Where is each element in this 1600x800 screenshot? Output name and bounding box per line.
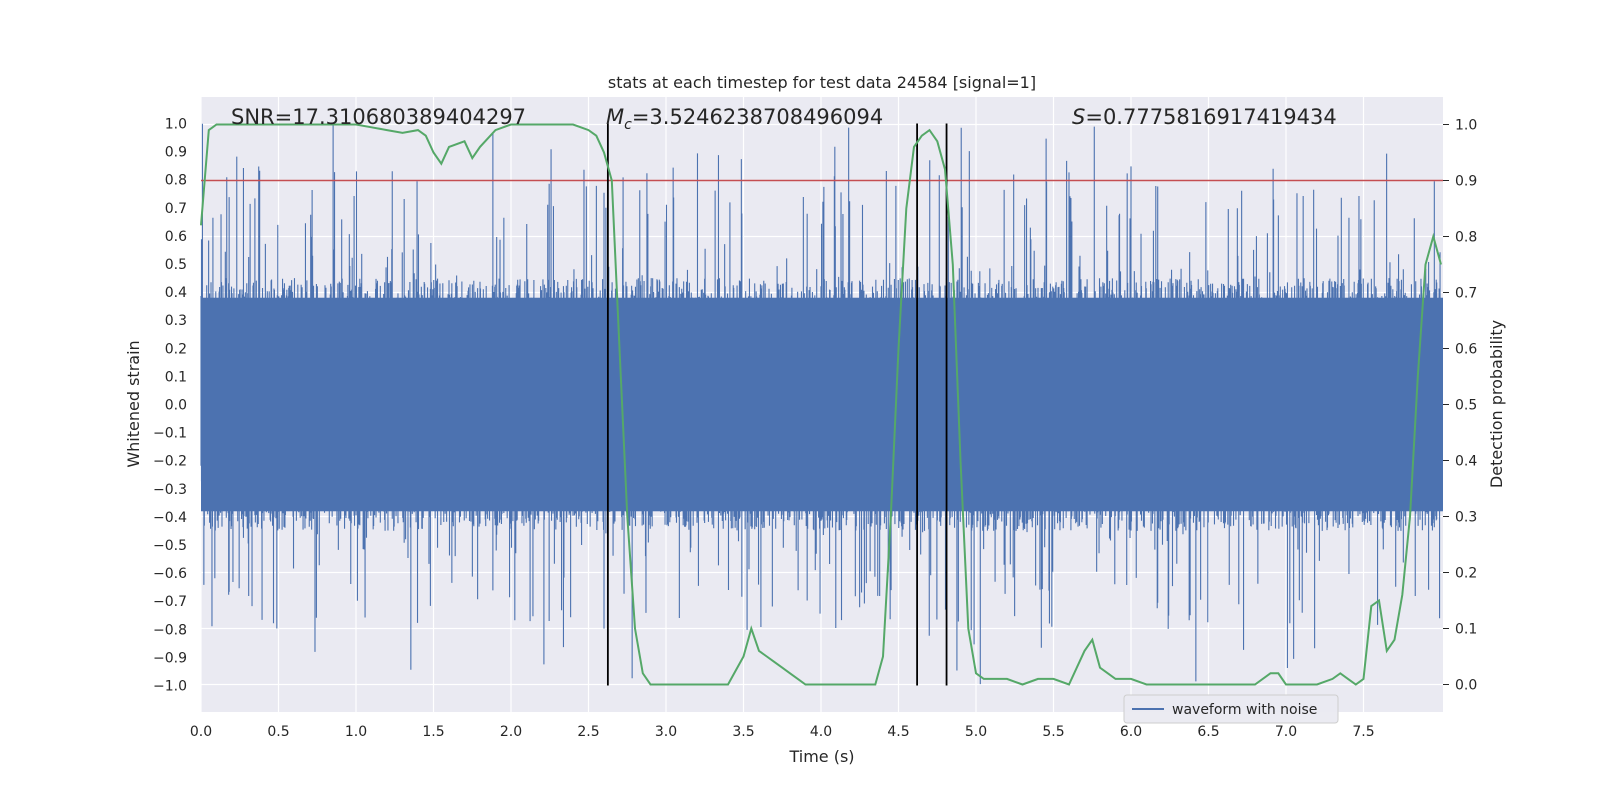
- y-left-tick-label: −1.0: [153, 679, 187, 695]
- y-left-tick-label: 0.9: [165, 145, 187, 161]
- y-left-tick-label: 0.0: [165, 398, 187, 414]
- chart-title: stats at each timestep for test data 245…: [608, 73, 1036, 92]
- legend-box: [1123, 694, 1339, 724]
- x-tick-label: 2.0: [500, 724, 522, 740]
- y-left-tick-label: −0.8: [153, 622, 187, 638]
- probability-series: [200, 123, 1442, 686]
- y-right-tick-label: 0.8: [1455, 230, 1477, 246]
- probability-line: [200, 123, 1442, 686]
- y-right-tick-label: 0.6: [1455, 342, 1477, 358]
- waveform-core: [201, 297, 1443, 512]
- s-symbol: S: [1072, 105, 1085, 129]
- s-value: =0.7775816917419434: [1085, 105, 1336, 129]
- legend-label-waveform: waveform with noise: [1172, 702, 1317, 718]
- x-tick-label: 1.0: [345, 724, 367, 740]
- y-left-tick-label: 0.6: [165, 229, 187, 245]
- y-left-tick-label: 1.0: [165, 117, 187, 133]
- y-right-tick-label: 0.0: [1455, 678, 1477, 694]
- x-tick-label: 5.5: [1042, 724, 1064, 740]
- y-left-tick-label: 0.3: [165, 313, 187, 329]
- y-right-tick-label: 0.9: [1455, 174, 1477, 190]
- mc-value: =3.5246238708496094: [632, 105, 883, 129]
- y-left-tick-label: 0.8: [165, 173, 187, 189]
- x-tick-label: 4.0: [810, 724, 832, 740]
- y-right-tick-label: 1.0: [1455, 118, 1477, 134]
- y-right-tick-label: 0.3: [1455, 510, 1477, 526]
- y-left-tick-label: −0.2: [153, 454, 187, 470]
- y-left-axis-label: Whitened strain: [124, 340, 143, 467]
- x-tick-label: 3.5: [732, 724, 754, 740]
- x-tick-label: 3.0: [655, 724, 677, 740]
- y-right-axis-label: Detection probability: [1487, 320, 1506, 488]
- y-left-ticks: 1.0 0.9 0.8 0.7 0.6 0.5 0.4 0.3 0.2 0.1 0.0 −0.1 −0.…: [153, 117, 187, 695]
- waveform-series: [200, 123, 1443, 685]
- x-tick-label: 5.0: [965, 724, 987, 740]
- mc-symbol: M: [606, 105, 624, 129]
- y-left-tick-label: 0.2: [165, 341, 187, 357]
- mc-subscript: c: [624, 117, 632, 133]
- y-left-tick-label: −0.4: [153, 510, 187, 526]
- x-tick-label: 7.0: [1275, 724, 1297, 740]
- y-left-tick-label: 0.1: [165, 369, 187, 385]
- x-axis-label: Time (s): [788, 747, 854, 766]
- x-tick-label: 4.5: [887, 724, 909, 740]
- s-annotation: S=0.7775816917419434: [1072, 105, 1337, 129]
- x-tick-label: 0.0: [190, 724, 212, 740]
- y-right-ticks: 1.0 0.9 0.8 0.7 0.6 0.5 0.4 0.3 0.2 0.1 0.0: [1443, 118, 1477, 694]
- snr-annotation: SNR=17.310680389404297: [231, 105, 526, 129]
- y-left-tick-label: 0.7: [165, 201, 187, 217]
- y-right-tick-label: 0.4: [1455, 454, 1477, 470]
- y-left-tick-label: 0.5: [165, 257, 187, 273]
- chirp-mass-annotation: Mc=3.5246238708496094: [606, 105, 883, 133]
- x-tick-label: 1.5: [422, 724, 444, 740]
- y-left-tick-label: −0.3: [153, 482, 187, 498]
- x-tick-label: 7.5: [1352, 724, 1374, 740]
- y-left-tick-label: −0.6: [153, 566, 187, 582]
- x-tick-label: 6.0: [1120, 724, 1142, 740]
- y-left-tick-label: 0.4: [165, 285, 187, 301]
- x-tick-label: 2.5: [577, 724, 599, 740]
- y-left-tick-label: −0.9: [153, 650, 187, 666]
- y-right-tick-label: 0.2: [1455, 566, 1477, 582]
- y-right-tick-label: 0.7: [1455, 286, 1477, 302]
- y-right-tick-label: 0.5: [1455, 398, 1477, 414]
- y-left-tick-label: −0.1: [153, 426, 187, 442]
- y-left-tick-label: −0.7: [153, 594, 187, 610]
- x-tick-label: 0.5: [267, 724, 289, 740]
- vertical-lines: [606, 123, 948, 686]
- legend: waveform with noise: [1123, 694, 1339, 724]
- y-left-tick-label: −0.5: [153, 538, 187, 554]
- y-right-tick-label: 0.1: [1455, 622, 1477, 638]
- x-axis-ticks: 0.0 0.5 1.0 1.5 2.0 2.5 3.0 3.5 4.0 4.5 5.0 5.5 6.0 6…: [190, 724, 1375, 740]
- x-tick-label: 6.5: [1197, 724, 1219, 740]
